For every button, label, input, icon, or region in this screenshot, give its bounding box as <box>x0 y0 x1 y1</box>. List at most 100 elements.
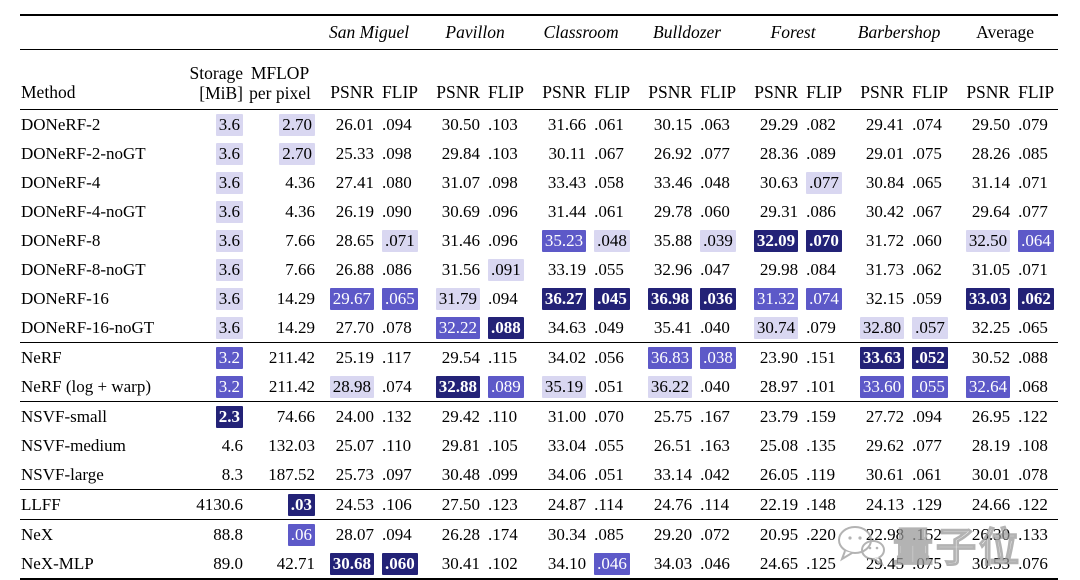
psnr-cell: 22.98 <box>865 524 905 544</box>
mflop-cell: .06 <box>244 520 316 550</box>
scene-header-spacer <box>20 15 317 50</box>
results-table: San Miguel Pavillon Classroom Bulldozer Fore… <box>20 14 1059 580</box>
highlighted-value: .065 <box>382 287 418 310</box>
storage-cell: 89.0 <box>213 553 243 573</box>
flip-cell: .099 <box>488 464 518 484</box>
highlighted-value: .055 <box>912 375 948 398</box>
highlighted-value: 30.68 <box>329 552 375 575</box>
psnr-cell: 26.95 <box>971 406 1011 426</box>
highlighted-value: 3.6 <box>215 200 243 223</box>
flip-cell: .042 <box>700 464 730 484</box>
flip-cell: .057 <box>906 313 952 343</box>
scene-header-6: Average <box>952 15 1059 50</box>
flip-cell: .055 <box>594 259 624 279</box>
storage-cell: 3.6 <box>188 197 244 226</box>
flip-cell: .048 <box>700 172 730 192</box>
flip-cell: .047 <box>700 259 730 279</box>
highlighted-value: .038 <box>700 346 736 369</box>
highlighted-value: .062 <box>1018 287 1054 310</box>
method-cell: DONeRF-16-noGT <box>21 317 155 337</box>
table-header: San Miguel Pavillon Classroom Bulldozer Fore… <box>20 15 1059 110</box>
flip-cell: .125 <box>806 553 836 573</box>
highlighted-value: 29.67 <box>329 287 375 310</box>
psnr-cell: 26.51 <box>653 435 693 455</box>
psnr-cell: 30.11 <box>548 143 587 163</box>
table-row: DONeRF-16 3.6 14.29 29.67 .065 31.79 .094 36.27… <box>20 284 1058 313</box>
highlighted-value: 36.98 <box>647 287 693 310</box>
scene-header-4: Forest <box>740 15 847 50</box>
flip-cell: .174 <box>488 524 518 544</box>
psnr-cell: 26.01 <box>335 114 375 134</box>
method-column-header: Method <box>20 49 188 110</box>
flip-cell: .089 <box>482 372 528 402</box>
psnr-cell: 24.00 <box>335 406 375 426</box>
table-row: NeX-MLP 89.0 42.71 30.68 .060 30.41 .102 34.10.… <box>20 549 1058 579</box>
method-group-1: NeRF 3.2 211.42 25.19 .117 29.54 .115 34.02 .056… <box>20 343 1059 402</box>
flip-cell: .088 <box>482 313 528 343</box>
storage-column-header: Storage [MiB] <box>188 49 244 110</box>
psnr-cell: 32.64 <box>952 372 1012 402</box>
method-cell: DONeRF-4-noGT <box>21 201 146 221</box>
flip-cell: .051 <box>594 464 624 484</box>
flip-cell: .086 <box>806 201 836 221</box>
psnr-cell: 30.42 <box>865 201 905 221</box>
flip-cell: .086 <box>382 259 412 279</box>
mflop-cell: 2.70 <box>244 139 316 168</box>
storage-cell: 8.3 <box>221 464 243 484</box>
highlighted-value: .045 <box>594 287 630 310</box>
mflop-cell: 7.66 <box>285 259 316 279</box>
psnr-cell: 33.46 <box>653 172 693 192</box>
psnr-cell: 28.98 <box>316 372 376 402</box>
flip-cell: .051 <box>594 376 624 396</box>
psnr-cell: 31.46 <box>441 230 481 250</box>
method-group-4: NeX 88.8 .06 28.07 .094 26.28 .174 30.34 .085 29.… <box>20 520 1059 579</box>
flip-cell: .090 <box>382 201 412 221</box>
psnr-cell: 25.73 <box>335 464 375 484</box>
psnr-cell: 29.20 <box>653 524 693 544</box>
highlighted-value: 2.70 <box>279 142 316 165</box>
flip-cell: .065 <box>912 172 942 192</box>
flip-cell: .079 <box>806 317 836 337</box>
highlighted-value: 3.2 <box>215 375 243 398</box>
flip-cell: .220 <box>806 524 836 544</box>
highlighted-value: 32.50 <box>965 229 1011 252</box>
psnr-cell: 28.65 <box>335 230 375 250</box>
highlighted-value: 3.6 <box>215 113 243 136</box>
highlighted-value: 36.27 <box>541 287 587 310</box>
psnr-cell: 31.79 <box>422 284 482 313</box>
flip-cell: .062 <box>912 259 942 279</box>
psnr-cell: 32.96 <box>653 259 693 279</box>
flip-cell: .070 <box>594 406 624 426</box>
table-row: NSVF-large 8.3 187.52 25.73 .097 30.48 .099 34.… <box>20 460 1058 490</box>
psnr-cell: 33.63 <box>846 343 906 373</box>
psnr-cell: 29.62 <box>865 435 905 455</box>
psnr-cell: 34.06 <box>547 464 587 484</box>
flip-cell: .103 <box>488 143 518 163</box>
psnr-cell: 31.44 <box>547 201 587 221</box>
method-cell: NSVF-medium <box>21 435 126 455</box>
psnr-cell: 34.10 <box>547 553 587 573</box>
highlighted-value: 3.6 <box>215 287 243 310</box>
flip-cell: .075 <box>912 143 942 163</box>
method-cell: DONeRF-2 <box>21 114 101 134</box>
psnr-cell: 26.30 <box>971 524 1011 544</box>
highlighted-value: 31.32 <box>753 287 799 310</box>
psnr-cell: 30.01 <box>971 464 1011 484</box>
storage-cell: 3.6 <box>188 110 244 140</box>
flip-cell: .148 <box>806 494 836 514</box>
flip-cell: .097 <box>382 464 412 484</box>
method-cell: LLFF <box>21 494 61 514</box>
flip-cell: .060 <box>700 201 730 221</box>
psnr-cell: 35.88 <box>653 230 693 250</box>
psnr-cell: 33.60 <box>846 372 906 402</box>
psnr-cell: 26.19 <box>335 201 375 221</box>
psnr-cell: 32.50 <box>952 226 1012 255</box>
flip-cell: .063 <box>700 114 730 134</box>
psnr-cell: 31.00 <box>547 406 587 426</box>
flip-cell: .040 <box>700 376 730 396</box>
column-header-row: Method Storage [MiB] MFLOP per pixel PSNR F… <box>20 49 1059 110</box>
method-cell: NSVF-large <box>21 464 104 484</box>
psnr-cell: 36.83 <box>634 343 694 373</box>
mflop-cell: 14.29 <box>276 317 316 337</box>
